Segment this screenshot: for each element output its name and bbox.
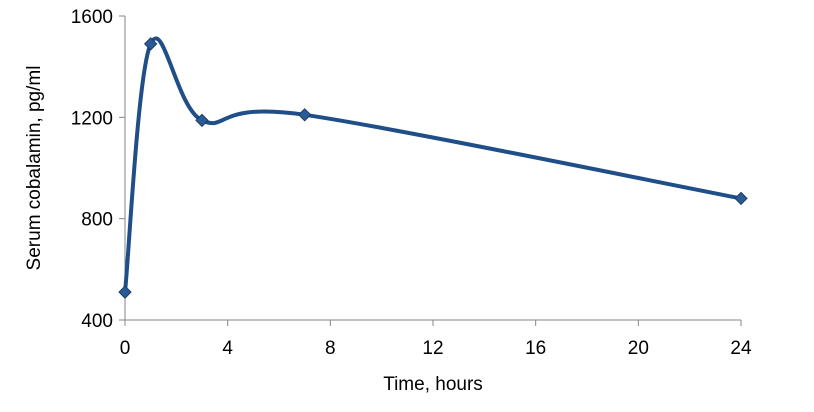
y-axis-label: Serum cobalamin, pg/ml	[24, 66, 45, 271]
y-tick-label: 800	[81, 210, 113, 231]
y-tick-label: 1200	[71, 108, 113, 129]
data-point-marker	[118, 285, 132, 299]
x-tick-label: 20	[628, 338, 649, 359]
axes	[119, 15, 742, 326]
y-tick-label: 400	[81, 311, 113, 332]
x-tick-label: 4	[222, 338, 233, 359]
x-tick-label: 24	[730, 338, 752, 359]
y-tick-label: 1600	[71, 7, 113, 28]
data-point-marker	[143, 37, 158, 51]
data-point-marker	[297, 108, 312, 122]
x-tick-label: 8	[325, 338, 336, 359]
x-tick-label: 12	[422, 338, 443, 359]
data-point-marker	[195, 113, 209, 128]
x-axis-label: Time, hours	[383, 374, 483, 395]
tick-labels: 400 800 1200 1600 0 4 8 12 16 20 24	[71, 7, 752, 359]
markers	[118, 37, 748, 299]
data-point-marker	[734, 191, 748, 206]
x-tick-label: 16	[525, 338, 546, 359]
x-tick-label: 0	[120, 338, 131, 359]
series-line	[123, 36, 742, 293]
